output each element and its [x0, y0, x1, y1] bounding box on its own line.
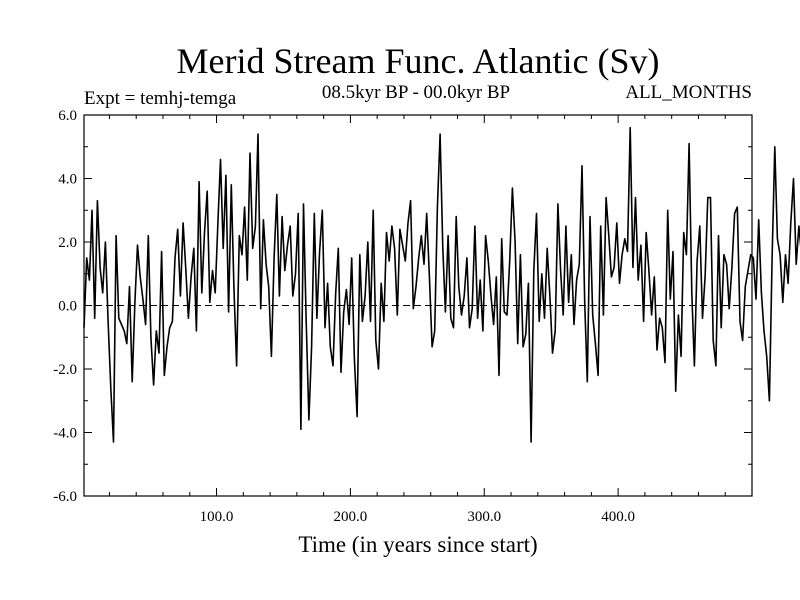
y-tick-label: -6.0: [53, 489, 77, 505]
chart-title: Merid Stream Func. Atlantic (Sv): [177, 41, 660, 81]
x-tick-label: 100.0: [200, 509, 234, 525]
x-tick-label: 200.0: [334, 509, 368, 525]
series-line: [83, 126, 800, 443]
plot-frame: [83, 114, 753, 497]
y-tick-label: 6.0: [58, 108, 77, 124]
time-range-label: 08.5kyr BP - 00.0kyr BP: [322, 82, 510, 103]
months-label: ALL_MONTHS: [625, 82, 752, 103]
y-tick-label: -4.0: [53, 426, 77, 442]
y-tick-label: 4.0: [58, 172, 77, 188]
y-axis: -6.0 -4.0 -2.0 0.0 2.0 4.0 6.0: [53, 108, 752, 505]
x-tick-label: 400.0: [601, 509, 635, 525]
x-axis: 100.0 200.0 300.0 400.0: [108, 115, 726, 525]
x-axis-label: Time (in years since start): [298, 532, 537, 557]
y-tick-label: 0.0: [58, 299, 77, 315]
y-tick-label: -2.0: [53, 362, 77, 378]
experiment-label: Expt = temhj-temga: [84, 88, 237, 109]
y-tick-label: 2.0: [58, 235, 77, 251]
x-tick-label: 300.0: [467, 509, 501, 525]
